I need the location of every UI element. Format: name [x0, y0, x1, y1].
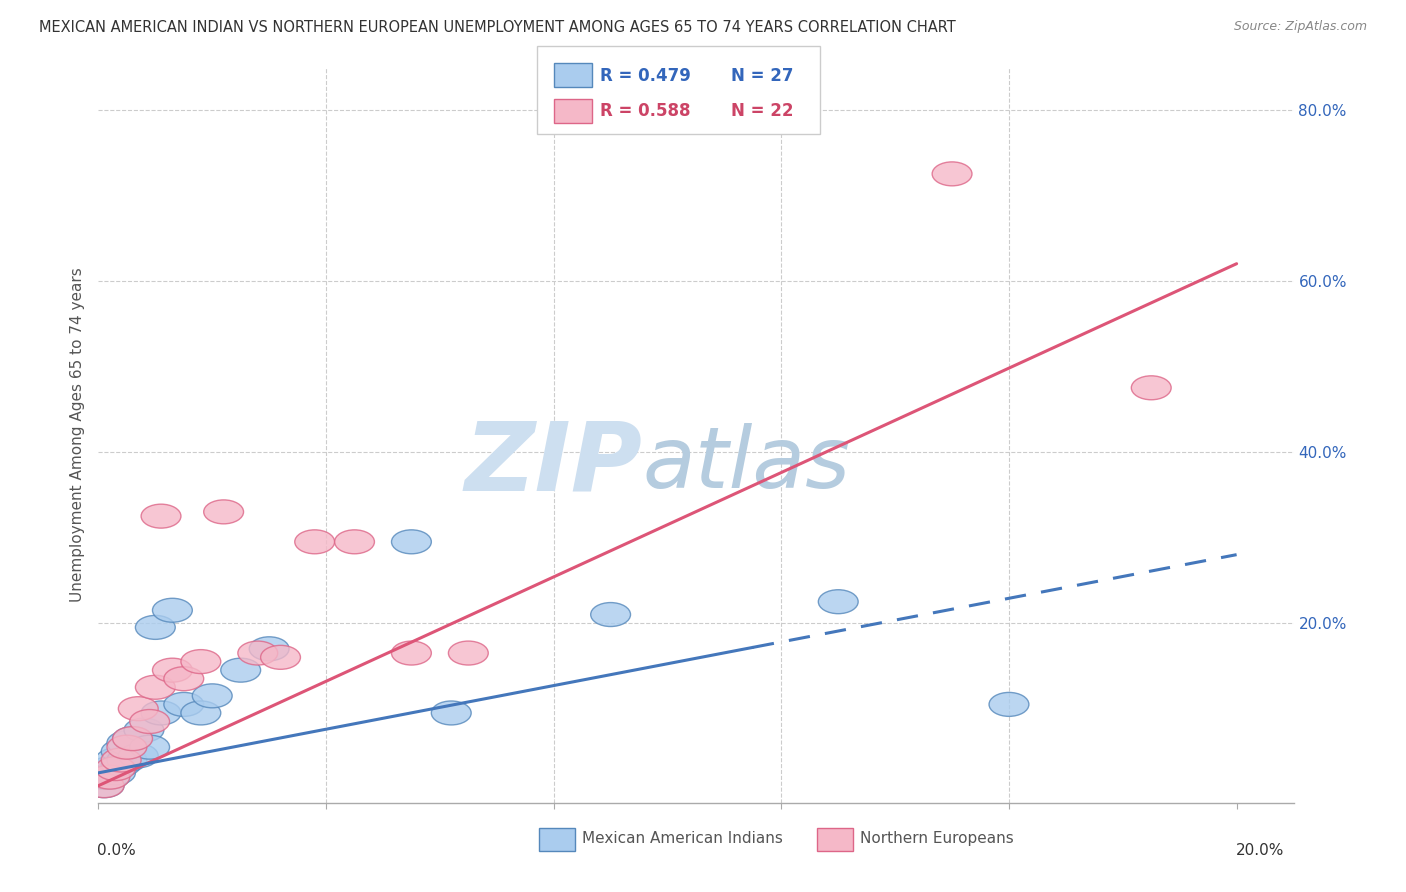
Ellipse shape: [391, 641, 432, 665]
Ellipse shape: [101, 752, 141, 776]
Ellipse shape: [295, 530, 335, 554]
Ellipse shape: [90, 765, 129, 789]
Text: Source: ZipAtlas.com: Source: ZipAtlas.com: [1233, 20, 1367, 33]
Ellipse shape: [932, 161, 972, 186]
Ellipse shape: [107, 731, 146, 755]
Ellipse shape: [96, 748, 135, 772]
Ellipse shape: [112, 727, 152, 750]
Ellipse shape: [129, 709, 170, 733]
Text: atlas: atlas: [643, 423, 851, 506]
Ellipse shape: [818, 590, 858, 614]
Ellipse shape: [124, 718, 165, 742]
Ellipse shape: [181, 701, 221, 725]
Ellipse shape: [84, 773, 124, 797]
Ellipse shape: [249, 637, 290, 661]
Y-axis label: Unemployment Among Ages 65 to 74 years: Unemployment Among Ages 65 to 74 years: [69, 268, 84, 602]
Ellipse shape: [141, 504, 181, 528]
Ellipse shape: [432, 701, 471, 725]
Ellipse shape: [118, 744, 159, 768]
Ellipse shape: [165, 666, 204, 690]
Text: 0.0%: 0.0%: [97, 843, 136, 858]
Ellipse shape: [135, 675, 176, 699]
Ellipse shape: [141, 701, 181, 725]
Ellipse shape: [107, 735, 146, 759]
Ellipse shape: [101, 748, 141, 772]
Ellipse shape: [335, 530, 374, 554]
Text: ZIP: ZIP: [464, 417, 643, 511]
Ellipse shape: [165, 692, 204, 716]
Ellipse shape: [84, 773, 124, 797]
Ellipse shape: [260, 645, 301, 669]
Text: R = 0.588: R = 0.588: [600, 103, 690, 120]
Ellipse shape: [152, 658, 193, 682]
Text: Northern Europeans: Northern Europeans: [859, 831, 1014, 847]
Ellipse shape: [84, 765, 124, 789]
Ellipse shape: [204, 500, 243, 524]
Ellipse shape: [129, 735, 170, 759]
Ellipse shape: [449, 641, 488, 665]
FancyBboxPatch shape: [540, 828, 575, 851]
Ellipse shape: [152, 599, 193, 623]
Ellipse shape: [181, 649, 221, 673]
Ellipse shape: [118, 697, 159, 721]
FancyBboxPatch shape: [817, 828, 852, 851]
Ellipse shape: [1132, 376, 1171, 400]
Ellipse shape: [391, 530, 432, 554]
Text: R = 0.479: R = 0.479: [600, 67, 692, 85]
Ellipse shape: [90, 756, 129, 780]
Ellipse shape: [101, 739, 141, 764]
Text: Mexican American Indians: Mexican American Indians: [582, 831, 783, 847]
Ellipse shape: [591, 603, 630, 626]
Ellipse shape: [221, 658, 260, 682]
Ellipse shape: [96, 756, 135, 780]
Ellipse shape: [193, 684, 232, 708]
Ellipse shape: [107, 748, 146, 772]
Ellipse shape: [238, 641, 278, 665]
Text: N = 27: N = 27: [731, 67, 793, 85]
Ellipse shape: [112, 727, 152, 750]
Ellipse shape: [135, 615, 176, 640]
Text: 20.0%: 20.0%: [1236, 843, 1285, 858]
Ellipse shape: [96, 761, 135, 785]
Text: MEXICAN AMERICAN INDIAN VS NORTHERN EUROPEAN UNEMPLOYMENT AMONG AGES 65 TO 74 YE: MEXICAN AMERICAN INDIAN VS NORTHERN EURO…: [39, 20, 956, 35]
Ellipse shape: [90, 765, 129, 789]
Ellipse shape: [988, 692, 1029, 716]
Text: N = 22: N = 22: [731, 103, 793, 120]
